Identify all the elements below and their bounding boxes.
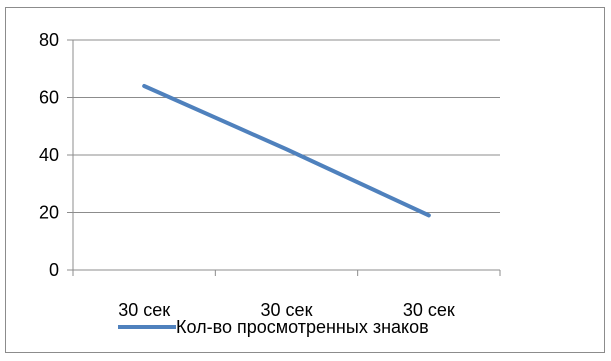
chart-frame [5, 7, 605, 353]
y-tick-labels: 0 20 40 60 80 [39, 30, 59, 280]
x-tick-label: 30 сек [403, 300, 455, 320]
axes [72, 40, 500, 271]
y-tick-label: 0 [49, 260, 59, 280]
x-tick-label: 30 сек [118, 300, 170, 320]
y-tick-label: 60 [39, 88, 59, 108]
series-lines [142, 84, 431, 218]
y-tick-label: 40 [39, 145, 59, 165]
y-tick-label: 80 [39, 30, 59, 50]
legend-label: Кол-во просмотренных знаков [176, 317, 429, 337]
x-tick-labels: 30 сек 30 сек 30 сек [118, 300, 455, 320]
series-line [142, 84, 431, 218]
grid-lines [67, 39, 501, 276]
y-tick-label: 20 [39, 203, 59, 223]
legend: Кол-во просмотренных знаков [118, 317, 429, 337]
x-tick-label: 30 сек [261, 300, 313, 320]
